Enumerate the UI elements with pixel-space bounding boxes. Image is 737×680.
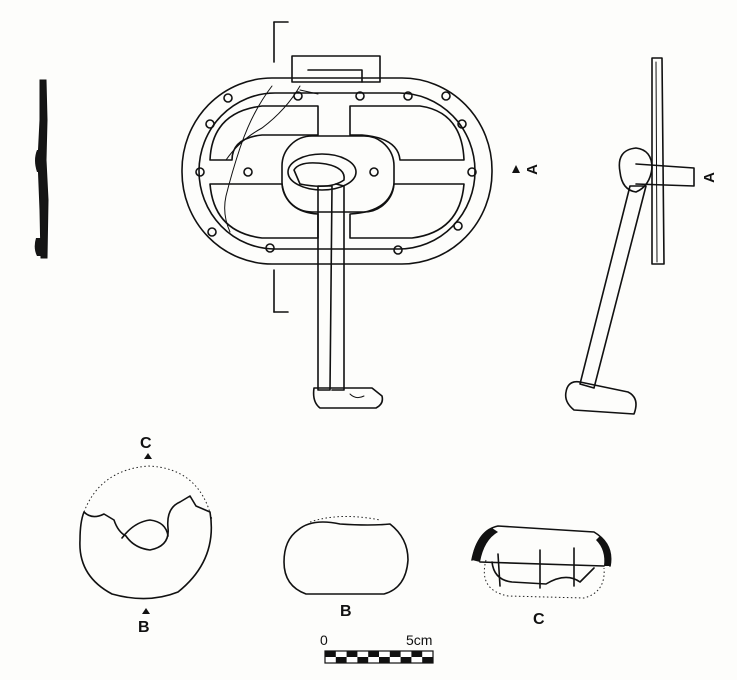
- edge-profile-view: [34, 79, 49, 259]
- disc-label-b: B: [138, 619, 150, 636]
- section-a-arrow-front: [512, 165, 520, 173]
- section-c-view: [471, 525, 612, 599]
- section-b-view: [283, 515, 409, 595]
- side-view: [564, 57, 695, 415]
- section-c-label: C: [533, 611, 545, 628]
- scale-start-label: 0: [320, 632, 328, 648]
- disc-marker-c: [144, 453, 152, 459]
- section-line-markers: [273, 21, 289, 313]
- disc-marker-b: [142, 608, 150, 614]
- section-a-label-side: A: [700, 172, 718, 183]
- main-front-view: [181, 55, 493, 409]
- section-b-label: B: [340, 603, 352, 620]
- section-a-label-front: A: [523, 164, 541, 175]
- disc-section-view: [79, 453, 213, 614]
- scale-end-label: 5cm: [406, 632, 433, 648]
- disc-label-c: C: [140, 435, 152, 452]
- scale-bar: [324, 650, 434, 664]
